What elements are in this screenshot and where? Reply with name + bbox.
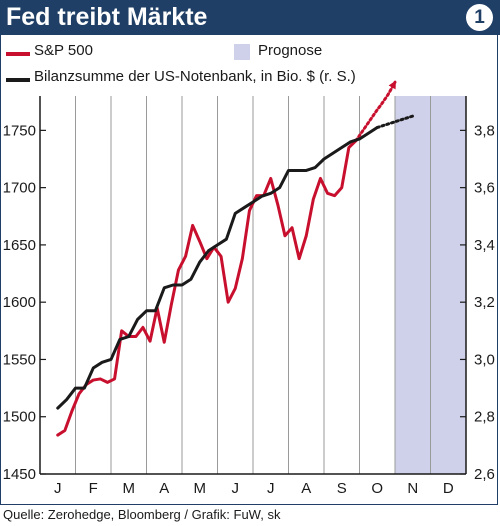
legend-prognose-label: Prognose xyxy=(258,42,323,59)
left-tick-label: 1550 xyxy=(3,351,36,368)
sp500-line xyxy=(56,139,358,437)
left-tick-label: 1750 xyxy=(3,122,36,139)
bilanz-line xyxy=(56,126,379,410)
left-tick-label: 1600 xyxy=(3,294,36,311)
right-tick-label: 2,6 xyxy=(474,466,495,483)
month-label: A xyxy=(159,480,169,497)
title-bar: Fed treibt Märkte 1 xyxy=(0,0,500,35)
chart-plot: 1450 1500 1550 1600 1650 1700 1750 2,6 2,8 3,0 3,2… xyxy=(3,80,495,497)
month-label: N xyxy=(407,480,418,497)
month-label: J xyxy=(232,480,240,497)
legend-bilanz-label: Bilanzsumme der US-Notenbank, in Bio. $ … xyxy=(34,68,356,85)
chart-title: Fed treibt Märkte xyxy=(6,3,208,31)
right-tick-label: 3,6 xyxy=(474,180,495,197)
right-tick-label: 3,0 xyxy=(474,351,495,368)
legend-bilanz-swatch xyxy=(6,78,30,82)
month-label: J xyxy=(54,480,62,497)
sp500-forecast-line xyxy=(354,80,397,143)
left-tick-label: 1650 xyxy=(3,237,36,254)
left-tick-label: 1500 xyxy=(3,409,36,426)
month-label: S xyxy=(337,480,347,497)
source-note: Quelle: Zerohedge, Bloomberg / Grafik: F… xyxy=(3,507,281,522)
month-label: J xyxy=(267,480,275,497)
legend-sp500-swatch xyxy=(6,52,30,56)
month-label: D xyxy=(443,480,454,497)
month-label: M xyxy=(123,480,136,497)
legend-sp500-label: S&P 500 xyxy=(34,42,93,59)
month-label: O xyxy=(371,480,383,497)
chart-frame xyxy=(0,35,498,505)
bilanz-forecast-line xyxy=(375,114,415,129)
right-tick-label: 3,8 xyxy=(474,122,495,139)
left-tick-label: 1450 xyxy=(3,466,36,483)
month-label: M xyxy=(194,480,207,497)
month-label: F xyxy=(89,480,98,497)
left-tick-label: 1700 xyxy=(3,180,36,197)
month-label: A xyxy=(301,480,311,497)
legend-prognose-swatch xyxy=(234,44,250,60)
chart-number-badge: 1 xyxy=(466,4,493,31)
right-tick-label: 3,4 xyxy=(474,237,495,254)
right-tick-label: 2,8 xyxy=(474,409,495,426)
right-tick-label: 3,2 xyxy=(474,294,495,311)
